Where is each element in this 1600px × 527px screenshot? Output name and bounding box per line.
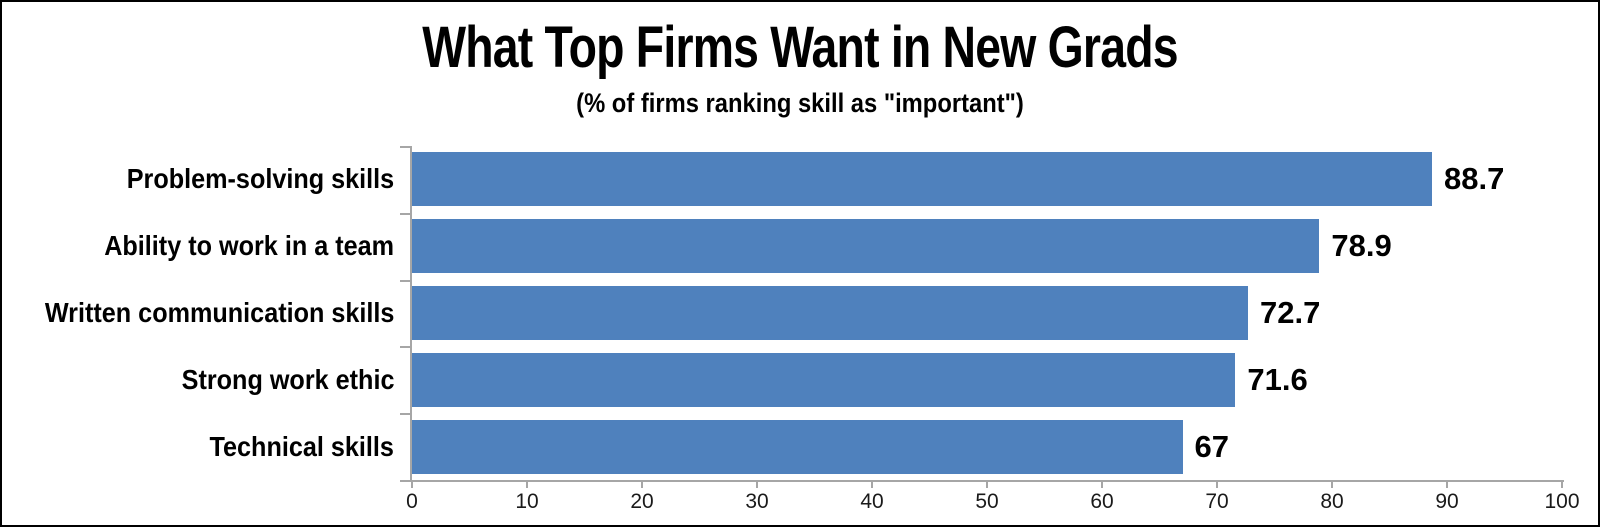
x-axis-tick-label: 90 xyxy=(1435,490,1459,513)
category-label: Strong work ethic xyxy=(2,346,394,413)
x-axis-tick xyxy=(1331,482,1333,488)
bar xyxy=(412,286,1249,340)
y-axis-tick xyxy=(400,146,410,148)
value-label: 78.9 xyxy=(1331,228,1392,264)
x-axis-tick-label: 60 xyxy=(1090,490,1114,513)
x-axis-tick xyxy=(526,482,528,488)
bar xyxy=(412,152,1433,207)
y-axis-line xyxy=(410,146,412,482)
category-label-text: Technical skills xyxy=(209,430,394,462)
value-label: 88.7 xyxy=(1444,161,1505,197)
x-axis-tick xyxy=(1561,482,1563,488)
x-axis-tick xyxy=(756,482,758,488)
x-axis-tick-label: 40 xyxy=(860,490,884,513)
y-axis-tick xyxy=(400,346,410,349)
x-axis-tick xyxy=(1101,482,1103,488)
category-label-text: Written communication skills xyxy=(44,296,394,328)
x-axis-tick-label: 80 xyxy=(1320,490,1344,513)
x-axis-tick-label: 20 xyxy=(630,490,654,513)
x-axis-tick xyxy=(986,482,988,488)
x-axis-tick-label: 50 xyxy=(975,490,999,513)
x-axis-tick xyxy=(871,482,873,488)
x-axis-tick-label: 70 xyxy=(1205,490,1229,513)
x-axis-tick xyxy=(1216,482,1218,488)
x-axis-tick-label: 100 xyxy=(1544,490,1580,513)
bar xyxy=(412,352,1236,407)
x-axis-tick-label: 0 xyxy=(406,490,418,513)
value-label: 67 xyxy=(1194,428,1229,464)
x-axis-tick xyxy=(1446,482,1448,488)
x-axis-tick-label: 30 xyxy=(745,490,769,513)
y-axis-tick xyxy=(400,212,410,215)
category-label: Written communication skills xyxy=(2,280,394,347)
category-label-text: Problem-solving skills xyxy=(126,163,394,195)
category-label-text: Strong work ethic xyxy=(181,363,394,395)
category-label-text: Ability to work in a team xyxy=(104,230,394,262)
x-axis-tick xyxy=(641,482,643,488)
bar xyxy=(412,219,1320,274)
chart-subtitle: (% of firms ranking skill as "important"… xyxy=(576,88,1024,118)
y-axis-tick xyxy=(400,413,410,416)
x-axis-line xyxy=(400,480,1564,482)
bar xyxy=(412,419,1183,474)
category-label: Problem-solving skills xyxy=(2,146,394,213)
category-label: Technical skills xyxy=(2,413,394,480)
category-label: Ability to work in a team xyxy=(2,213,394,280)
x-axis-tick xyxy=(411,482,413,488)
y-axis-tick xyxy=(400,480,410,482)
value-label: 71.6 xyxy=(1247,361,1308,397)
x-axis-tick-label: 10 xyxy=(515,490,539,513)
y-axis-tick xyxy=(400,279,410,282)
value-label: 72.7 xyxy=(1260,295,1321,330)
chart-title: What Top Firms Want in New Grads xyxy=(422,15,1178,80)
